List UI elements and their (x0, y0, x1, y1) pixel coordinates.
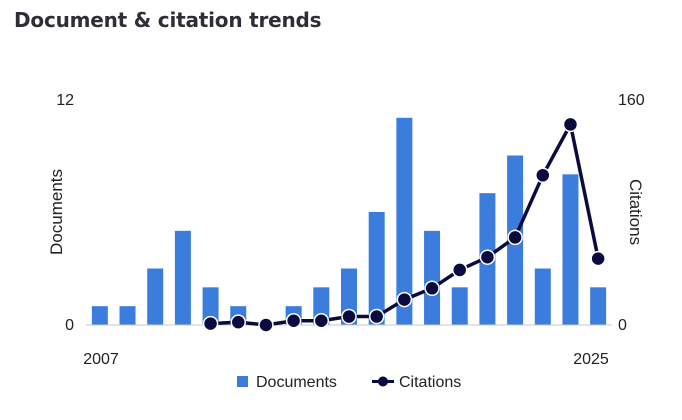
documents-bar-2024 (562, 174, 579, 325)
citations-point-2024 (562, 116, 579, 133)
citations-series (202, 116, 606, 333)
legend: Documents Citations (237, 374, 461, 391)
documents-bar-2020 (451, 287, 468, 325)
documents-bar-2010 (174, 230, 191, 325)
x-axis-tick-last: 2025 (573, 351, 609, 368)
citations-point-2012 (230, 314, 247, 330)
left-axis-tick-min: 0 (65, 317, 74, 334)
documents-bar-2008 (119, 306, 136, 325)
right-axis-tick-max: 160 (618, 92, 645, 109)
citations-point-2014 (285, 313, 302, 329)
citations-point-2018 (396, 291, 413, 308)
citations-point-2019 (424, 280, 440, 297)
citations-point-2021 (479, 249, 496, 265)
right-axis-label: Citations (626, 179, 645, 245)
documents-bar-2023 (534, 268, 551, 325)
legend-documents-swatch (237, 376, 248, 387)
documents-bars (91, 117, 607, 325)
citations-point-2017 (368, 308, 385, 325)
citations-point-2025 (590, 250, 606, 267)
documents-bar-2007 (91, 306, 108, 325)
documents-bar-2017 (368, 212, 385, 325)
left-axis-label: Documents (47, 169, 66, 255)
documents-bar-2011 (202, 287, 219, 325)
citations-point-2016 (341, 308, 357, 325)
citations-point-2013 (258, 317, 274, 333)
legend-documents-label: Documents (256, 374, 337, 391)
documents-bar-2025 (590, 287, 607, 325)
left-axis-tick-max: 12 (56, 92, 74, 109)
citations-point-2020 (451, 262, 468, 278)
citations-point-2022 (507, 229, 523, 246)
documents-bar-2009 (147, 268, 164, 325)
documents-bar-2019 (424, 230, 441, 325)
chart-title: Document & citation trends (14, 8, 322, 32)
citations-point-2015 (313, 313, 330, 329)
legend-citations-label: Citations (399, 374, 461, 391)
legend-citations-marker (378, 376, 388, 387)
right-axis-tick-min: 0 (618, 317, 627, 334)
citations-point-2011 (202, 315, 219, 332)
documents-bar-2018 (396, 117, 413, 325)
citations-point-2023 (535, 167, 551, 184)
x-axis-tick-first: 2007 (83, 351, 119, 368)
